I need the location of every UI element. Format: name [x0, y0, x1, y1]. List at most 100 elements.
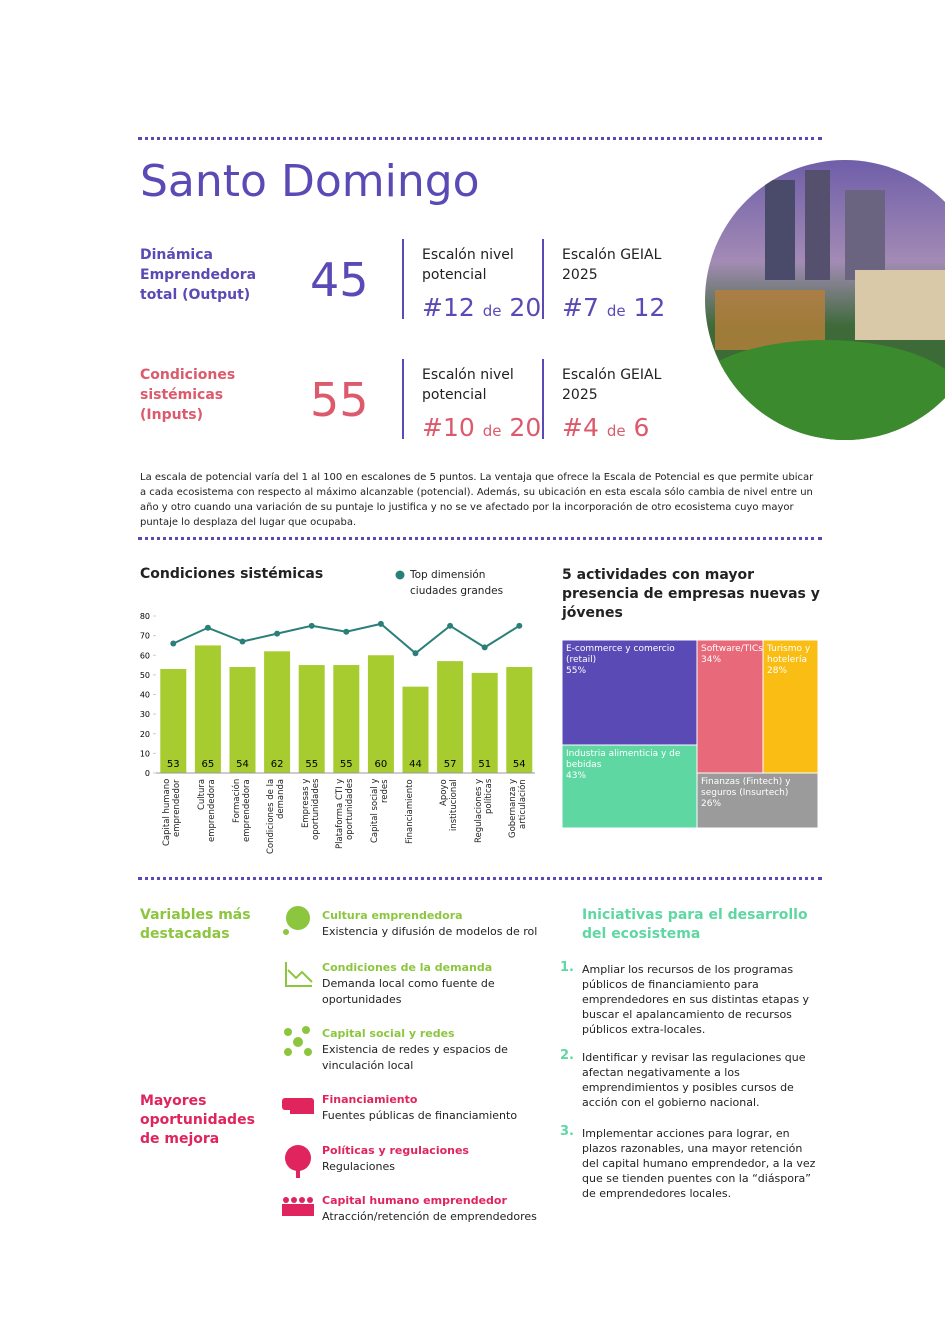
x-tick-label: Condiciones de la demanda — [266, 779, 287, 855]
treemap-label: E-commerce y comercio (retail) 55% — [562, 640, 697, 681]
treemap-label: Industria alimenticia y de bebidas 43% — [562, 745, 697, 786]
treemap-category: Turismo y hotelería — [767, 644, 811, 665]
item-title: Políticas y regulaciones — [322, 1144, 469, 1157]
x-tick-label: Capital humano emprendedor — [162, 779, 183, 847]
rank-total: 6 — [633, 413, 650, 442]
rank-number: #7 — [562, 293, 599, 322]
score: 45 — [310, 253, 369, 307]
item-text: Existencia de redes y espacios de vincul… — [322, 1043, 508, 1072]
line — [172, 622, 520, 655]
x-tick-label: Cultura emprendedora — [196, 779, 217, 842]
initiative: 3. Implementar acciones para lograr, en p… — [560, 1124, 817, 1201]
rank-label: Escalón nivel potencial — [422, 247, 514, 283]
initiative-text: Ampliar los recursos de los programas pú… — [582, 963, 810, 1036]
initiative-text: Implementar acciones para lograr, en pla… — [582, 1127, 816, 1200]
section-title: Iniciativas para el desarrollo del ecosi… — [582, 907, 808, 942]
bar — [229, 667, 256, 773]
page-title: Santo Domingo — [140, 156, 480, 207]
divider — [542, 239, 544, 319]
initiative-number: 2. — [560, 1048, 574, 1063]
bar — [298, 665, 325, 773]
rank-label: Escalón GEIAL 2025 — [562, 247, 662, 283]
bar — [471, 672, 498, 773]
treemap-cell — [696, 639, 764, 774]
bar-label: 54 — [513, 759, 526, 770]
item-text: Atracción/retención de emprendedores — [322, 1210, 537, 1223]
bar — [402, 686, 429, 773]
treemap-cell — [762, 639, 819, 774]
x-tick-label: Apoyo institucional — [439, 779, 460, 831]
x-tick-label: Formación emprendedora — [231, 779, 252, 842]
treemap-cell — [696, 772, 819, 829]
rank-number: #12 — [422, 293, 475, 322]
bar — [194, 645, 221, 773]
treemap-value: 28% — [767, 666, 788, 676]
treemap-label: Turismo y hotelería 28% — [763, 640, 818, 681]
rank: #12 de 20 — [422, 293, 541, 322]
bar-label: 53 — [167, 759, 180, 770]
bar-label: 60 — [375, 759, 388, 770]
y-tick-label: 70 — [140, 632, 150, 641]
list-item: Políticas y regulaciones Regulaciones — [322, 1143, 547, 1175]
divider — [138, 137, 822, 140]
x-tick-label: Capital social y redes — [369, 779, 390, 844]
initiative: 1. Ampliar los recursos de los programas … — [560, 960, 817, 1037]
bar-label: 55 — [340, 759, 353, 770]
line-point — [377, 620, 384, 627]
treemap-category: Finanzas (Fintech) y seguros (Insurtech) — [701, 777, 791, 798]
rank-label: Escalón nivel potencial — [422, 367, 514, 403]
line-point — [308, 622, 315, 629]
line-point — [447, 622, 454, 629]
bar — [333, 665, 360, 773]
list-item: Capital social y redes Existencia de rede… — [322, 1026, 547, 1074]
initiative-number: 1. — [560, 960, 574, 975]
bar-label: 62 — [271, 759, 284, 770]
treemap-cell — [561, 639, 698, 746]
rank-total: 12 — [633, 293, 666, 322]
line-point — [343, 628, 350, 635]
legend-marker — [395, 570, 405, 580]
treemap-category: E-commerce y comercio (retail) — [566, 644, 675, 665]
line-point — [481, 644, 488, 651]
rank-number: #10 — [422, 413, 475, 442]
line-point — [170, 640, 177, 647]
rank-label: Escalón GEIAL 2025 — [562, 367, 662, 403]
bar — [160, 668, 187, 773]
section-title: Mayores oportunidades de mejora — [140, 1093, 255, 1147]
y-tick-label: 60 — [140, 651, 150, 660]
rank-total: 20 — [509, 413, 542, 442]
x-tick-label: Regulaciones y políticas — [473, 779, 494, 844]
line-point — [204, 624, 211, 631]
item-title: Cultura emprendedora — [322, 909, 463, 922]
chart-title: Condiciones sistémicas — [140, 566, 324, 582]
item-title: Capital humano emprendedor — [322, 1194, 507, 1207]
initiative-number: 3. — [560, 1124, 574, 1139]
treemap-label: Finanzas (Fintech) y seguros (Insurtech)… — [697, 773, 818, 814]
icons — [282, 906, 314, 1216]
bar-label: 51 — [478, 759, 491, 770]
x-tick-label: Financiamiento — [404, 779, 415, 844]
y-tick-label: 30 — [140, 710, 150, 719]
treemap-label: Software/TICs 34% — [697, 640, 763, 670]
line-point — [239, 638, 246, 645]
list-item: Condiciones de la demanda Demanda local c… — [322, 960, 547, 1008]
line-point — [412, 650, 419, 657]
city-photo — [705, 160, 945, 440]
item-text: Fuentes públicas de financiamiento — [322, 1109, 518, 1122]
initiative-text: Identificar y revisar las regulaciones q… — [582, 1051, 806, 1109]
score-label: Condiciones sistémicas (Inputs) — [140, 367, 236, 423]
y-tick-label: 40 — [140, 691, 150, 700]
bar-label: 55 — [305, 759, 318, 770]
divider — [138, 537, 822, 540]
bar — [264, 651, 291, 773]
x-tick-label: Empresas y oportunidades — [300, 779, 321, 841]
treemap-value: 26% — [701, 799, 722, 809]
treemap-category: Software/TICs — [701, 644, 763, 654]
y-tick-label: 50 — [140, 671, 150, 680]
rank-total: 20 — [509, 293, 542, 322]
score-label: Dinámica Emprendedora total (Output) — [140, 247, 257, 303]
chart-title: 5 actividades con mayor presencia de emp… — [562, 567, 820, 621]
divider — [138, 877, 822, 880]
treemap-value: 55% — [566, 666, 587, 676]
